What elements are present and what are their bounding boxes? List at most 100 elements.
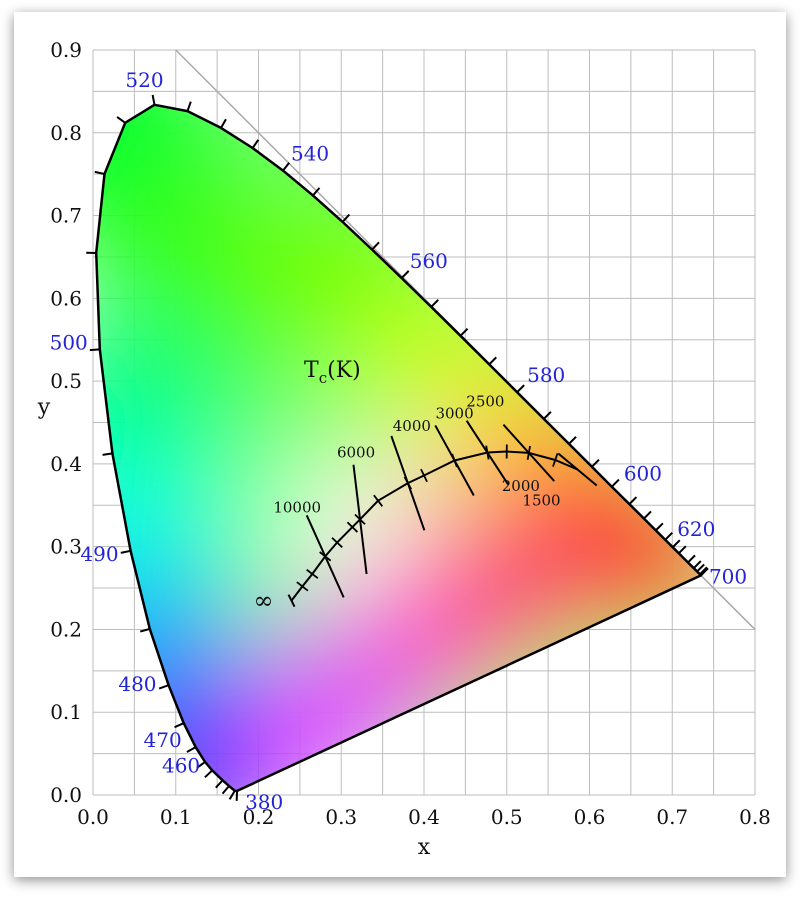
planck-minor-tick bbox=[373, 494, 384, 507]
y-tick-label: 0.6 bbox=[50, 286, 82, 310]
cie-chromaticity-chart: 0.0 0.1 0.2 0.3 0.4 0.5 0.6 0.7 0.8 0.0 0.1 0.2 0.3 0… bbox=[37, 38, 771, 860]
wavelength-label-380: 380 bbox=[245, 790, 283, 814]
x-tick-label: 0.5 bbox=[491, 805, 523, 829]
wavelength-label-490: 490 bbox=[80, 542, 118, 566]
wavelength-tick bbox=[228, 790, 236, 800]
y-tick-label: 0.8 bbox=[50, 121, 82, 145]
wavelength-tick bbox=[102, 452, 113, 456]
wavelength-tick bbox=[672, 539, 681, 548]
wavelength-label-500: 500 bbox=[50, 330, 88, 354]
isotherm-line-2500 bbox=[465, 420, 509, 485]
isotherm-infinity-cap bbox=[287, 594, 296, 608]
wavelength-tick bbox=[174, 722, 185, 729]
wavelength-tick bbox=[568, 436, 577, 445]
wavelength-tick bbox=[693, 560, 702, 569]
x-axis-label: x bbox=[418, 835, 431, 860]
x-tick-label: 0.2 bbox=[243, 805, 275, 829]
wavelength-tick bbox=[116, 116, 126, 124]
planck-minor-tick bbox=[552, 453, 559, 467]
wavelength-tick bbox=[430, 299, 439, 308]
wavelength-label-540: 540 bbox=[291, 142, 329, 166]
wavelength-tick bbox=[120, 549, 131, 554]
isotherm-line-1500 bbox=[557, 452, 598, 487]
isotherm-label-10000: 10000 bbox=[273, 498, 321, 516]
wavelength-label-520: 520 bbox=[125, 68, 163, 92]
color-blob bbox=[575, 474, 701, 635]
isotherm-line-10000 bbox=[305, 514, 345, 598]
wavelength-label-580: 580 bbox=[527, 363, 565, 387]
isotherm-label-3000: 3000 bbox=[435, 404, 473, 422]
planckian-locus-layer bbox=[287, 420, 598, 608]
isotherm-label-1500: 1500 bbox=[522, 492, 560, 510]
planck-minor-tick bbox=[296, 581, 309, 592]
wavelength-tick bbox=[700, 567, 709, 577]
wavelength-tick bbox=[89, 348, 100, 352]
wavelength-tick bbox=[282, 162, 290, 172]
y-axis-label: y bbox=[37, 395, 51, 420]
wavelength-tick bbox=[158, 684, 169, 690]
y-tick-label: 0.2 bbox=[50, 617, 82, 641]
isotherm-label-4000: 4000 bbox=[393, 417, 431, 435]
color-blobs bbox=[96, 104, 701, 791]
wavelength-tick bbox=[220, 118, 227, 129]
wavelength-tick bbox=[341, 213, 351, 223]
wavelength-label-600: 600 bbox=[624, 462, 662, 486]
wavelength-tick bbox=[628, 496, 638, 505]
isotherm-line-4000 bbox=[390, 435, 426, 531]
wavelength-tick bbox=[215, 779, 224, 789]
wavelength-tick bbox=[371, 241, 380, 251]
isotherm-label-2000: 2000 bbox=[502, 477, 540, 495]
wavelength-tick bbox=[459, 328, 469, 337]
x-tick-label: 0.6 bbox=[574, 805, 606, 829]
wavelength-tick bbox=[687, 554, 696, 564]
y-tick-label: 0.5 bbox=[50, 369, 82, 393]
x-tick-label: 0.0 bbox=[77, 805, 109, 829]
y-tick-label: 0.9 bbox=[50, 38, 82, 62]
y-tick-label: 0.0 bbox=[50, 783, 82, 807]
isotherm-line-3000 bbox=[434, 424, 475, 497]
y-tick-label: 0.4 bbox=[50, 452, 82, 476]
wavelength-tick bbox=[696, 563, 705, 573]
isotherm-label-∞: ∞ bbox=[254, 587, 274, 615]
wavelength-tick bbox=[94, 170, 105, 175]
x-tick-label: 0.1 bbox=[160, 805, 192, 829]
wavelength-tick bbox=[591, 459, 600, 468]
wavelength-tick bbox=[643, 510, 652, 520]
x-tick-label: 0.8 bbox=[739, 805, 771, 829]
wavelength-tick bbox=[151, 94, 156, 105]
color-blob bbox=[234, 622, 415, 791]
isotherm-line-2000 bbox=[502, 423, 556, 482]
wavelength-tick bbox=[678, 545, 687, 554]
wavelength-label-560: 560 bbox=[410, 249, 448, 273]
wavelength-tick bbox=[186, 101, 192, 112]
x-tick-label: 0.3 bbox=[325, 805, 357, 829]
wavelength-label-470: 470 bbox=[144, 728, 182, 752]
chart-frame: 0.0 0.1 0.2 0.3 0.4 0.5 0.6 0.7 0.8 0.0 0.1 0.2 0.3 0… bbox=[14, 12, 786, 877]
wavelength-label-620: 620 bbox=[677, 517, 715, 541]
wavelength-tick bbox=[611, 478, 620, 488]
wavelength-tick bbox=[251, 139, 260, 149]
wavelength-tick bbox=[312, 187, 321, 197]
wavelength-tick bbox=[139, 627, 151, 633]
wavelength-tick bbox=[488, 356, 497, 366]
planck-minor-tick bbox=[420, 468, 428, 483]
planck-minor-tick bbox=[346, 521, 359, 533]
wavelength-tick bbox=[516, 384, 525, 393]
tc-title: Tc(K) bbox=[304, 358, 361, 387]
wavelength-label-480: 480 bbox=[118, 672, 156, 696]
wavelength-tick bbox=[186, 746, 197, 753]
wavelength-tick bbox=[196, 761, 206, 769]
planckian-locus bbox=[290, 450, 578, 602]
labels-layer: 0.0 0.1 0.2 0.3 0.4 0.5 0.6 0.7 0.8 0.0 0.1 0.2 0.3 0… bbox=[37, 38, 771, 860]
planck-minor-tick bbox=[331, 537, 343, 548]
isotherm-label-6000: 6000 bbox=[337, 443, 375, 461]
wavelength-label-460: 460 bbox=[162, 753, 200, 777]
isotherm-label-2500: 2500 bbox=[466, 393, 504, 411]
wavelength-tick bbox=[401, 270, 410, 279]
wavelength-tick bbox=[204, 769, 213, 779]
planck-minor-tick bbox=[306, 569, 319, 579]
y-tick-label: 0.3 bbox=[50, 535, 82, 559]
wavelength-tick bbox=[699, 566, 708, 576]
color-blob bbox=[374, 430, 474, 531]
y-tick-label: 0.7 bbox=[50, 204, 82, 228]
